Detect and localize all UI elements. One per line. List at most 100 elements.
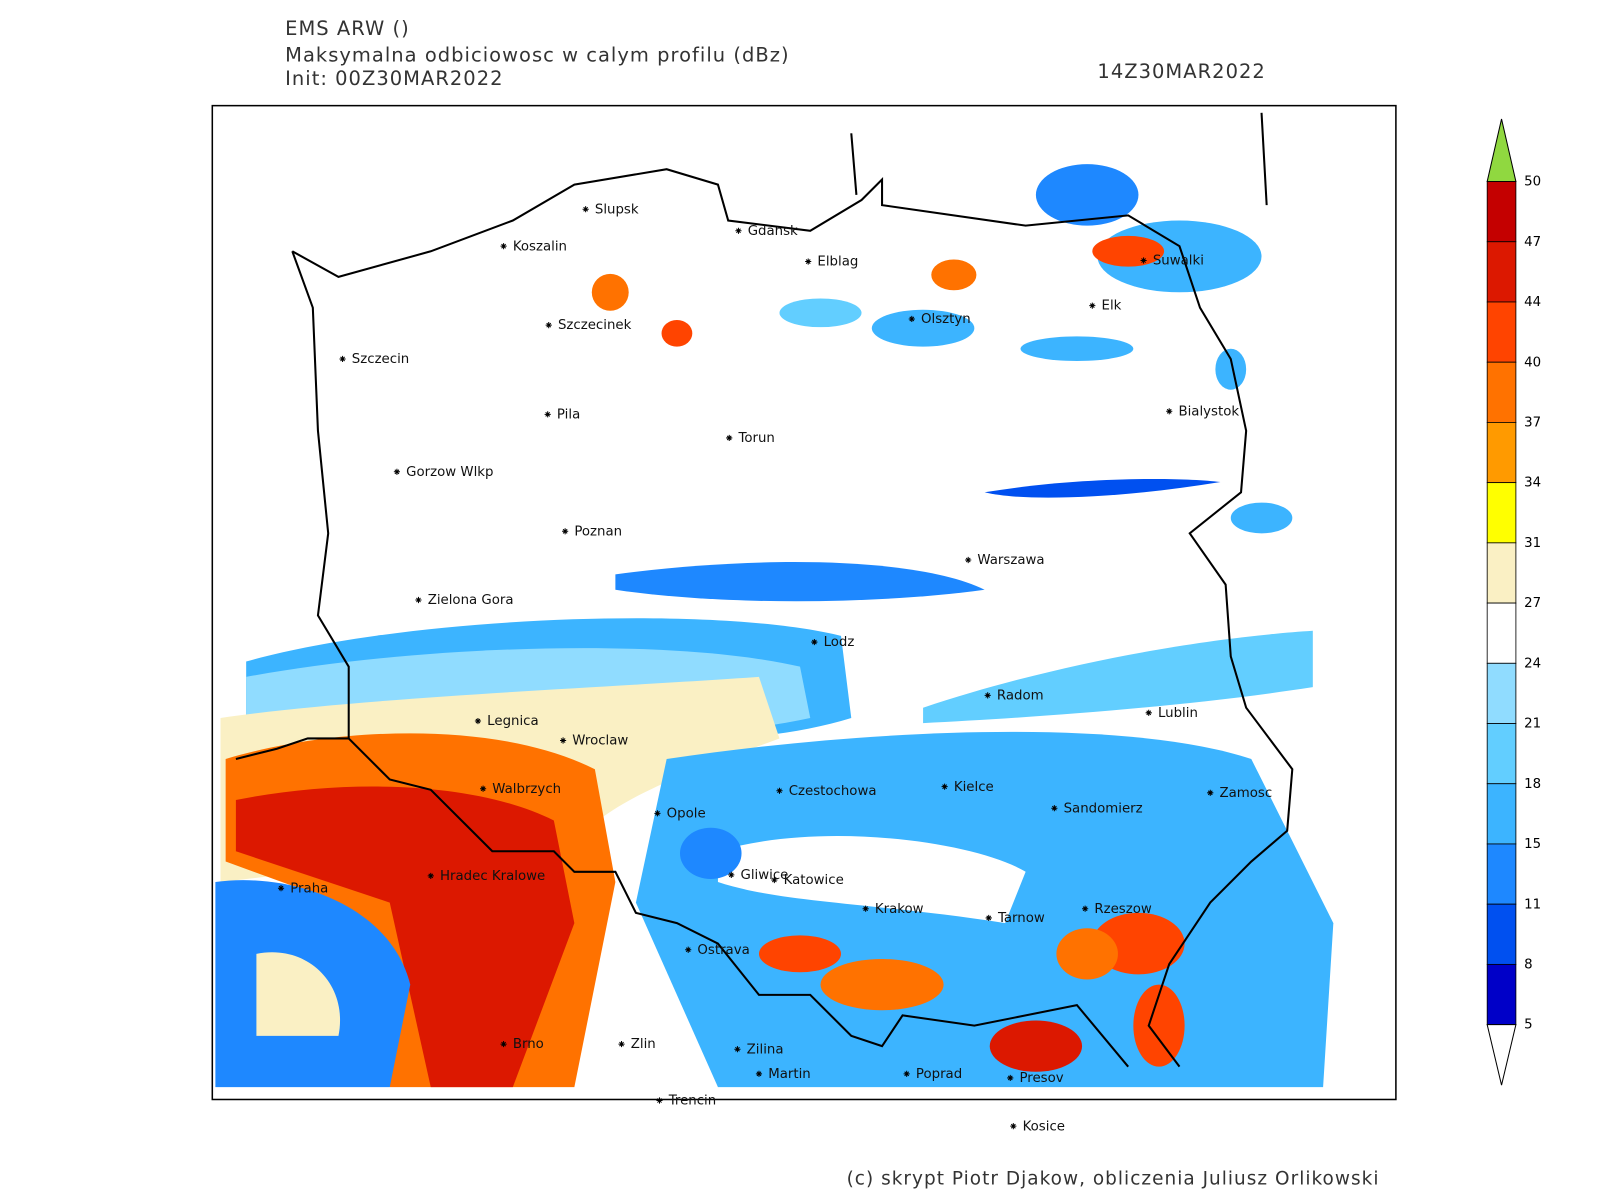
city-marker (735, 227, 742, 234)
echo (1215, 348, 1247, 390)
colorbar-label: 15 (1524, 837, 1541, 852)
model-name: EMS ARW () (285, 17, 410, 40)
colorbar-label: 5 (1524, 1018, 1532, 1033)
city-marker (1051, 805, 1058, 812)
echo-gap (717, 836, 1026, 924)
city-marker (985, 914, 992, 922)
city-marker (582, 206, 589, 213)
colorbar-box (1486, 181, 1517, 243)
city-marker (726, 434, 733, 442)
city-marker (618, 1041, 625, 1048)
echo (779, 298, 862, 328)
echo (984, 478, 1221, 498)
colorbar-box (1486, 963, 1517, 1026)
city-marker (1082, 905, 1089, 912)
city-marker (427, 872, 434, 879)
city-label: Rzeszow (1094, 902, 1152, 917)
city-label: Brno (513, 1037, 544, 1052)
colorbar-over (1486, 118, 1517, 183)
city-marker (771, 876, 778, 884)
city-marker (805, 258, 812, 265)
valid-time: 14Z30MAR2022 (1097, 60, 1265, 83)
colorbar-under (1486, 1024, 1517, 1086)
city-marker (393, 468, 400, 475)
colorbar-label: 34 (1524, 476, 1541, 491)
city-label: Elk (1102, 299, 1122, 314)
colorbar-label: 27 (1524, 596, 1541, 611)
city-label: Bialystok (1178, 404, 1239, 419)
colorbar-label: 37 (1524, 416, 1541, 431)
colorbar-label: 24 (1524, 656, 1541, 671)
city-label: Torun (737, 431, 774, 446)
city-marker (474, 717, 482, 725)
echo (615, 562, 985, 602)
city-marker (862, 905, 869, 912)
colorbar-label: 21 (1524, 717, 1541, 732)
colorbar-label: 50 (1524, 175, 1541, 190)
colorbar-box (1486, 241, 1517, 303)
city-marker (685, 946, 692, 953)
border-line (235, 737, 349, 760)
city-marker (941, 783, 948, 790)
city-label: Szczecin (352, 352, 409, 367)
colorbar-box (1486, 723, 1517, 785)
echo (680, 827, 742, 879)
city-label: Kosice (1023, 1119, 1065, 1134)
border-line (291, 168, 1294, 1068)
colorbar-box (1486, 903, 1517, 965)
city-marker (1140, 257, 1147, 264)
city-marker (1207, 789, 1214, 796)
colorbar-label: 44 (1524, 295, 1541, 310)
echo (1035, 164, 1139, 226)
city-label: Opole (667, 806, 706, 821)
city-marker (656, 1097, 663, 1104)
city-marker (562, 528, 569, 535)
city-label: Suwalki (1153, 254, 1204, 269)
echo (931, 259, 977, 291)
echo (758, 935, 842, 973)
city-marker (1166, 408, 1173, 415)
city-marker (560, 737, 567, 744)
colorbar-label: 31 (1524, 536, 1541, 551)
echo (1230, 502, 1293, 534)
colorbar-label: 11 (1524, 897, 1541, 912)
echo (1092, 235, 1165, 267)
colorbar-box (1486, 361, 1517, 423)
city-label: Lodz (824, 635, 855, 650)
city-label: Czestochowa (789, 784, 877, 799)
echo (923, 630, 1313, 724)
city-label: Katowice (784, 873, 844, 888)
radar-field (215, 164, 1334, 1088)
city-label: Olsztyn (921, 312, 971, 327)
echo (871, 309, 975, 347)
city-label: Warszawa (977, 553, 1044, 568)
colorbar-label: 47 (1524, 235, 1541, 250)
borders (235, 112, 1294, 1068)
city-marker (277, 885, 285, 892)
border-line (291, 250, 1129, 1068)
city-label: Koszalin (513, 239, 567, 254)
city-label: Pila (557, 407, 580, 422)
city-marker (500, 1041, 507, 1048)
city-label: Gdansk (748, 224, 798, 239)
city-label: Slupsk (595, 202, 639, 217)
city-marker (1007, 1074, 1014, 1082)
city-label: Zielona Gora (428, 593, 514, 608)
city-label: Tarnow (997, 911, 1045, 926)
city-label: Zamosc (1219, 786, 1272, 801)
city-label: Trencin (668, 1094, 717, 1109)
city-label: Legnica (487, 714, 539, 729)
city-marker (811, 638, 818, 646)
city-label: Gorzow Wlkp (406, 465, 493, 480)
city-marker (544, 411, 551, 418)
city-marker (1089, 302, 1096, 309)
city-label: Presov (1019, 1071, 1063, 1086)
city-label: Kielce (954, 780, 994, 795)
city-marker (545, 322, 552, 329)
city-marker (1145, 709, 1152, 716)
credits: (c) skrypt Piotr Djakow, obliczenia Juli… (847, 1169, 1380, 1190)
coast-line (850, 112, 1268, 206)
city-label: Praha (290, 881, 328, 896)
city-label: Ostrava (697, 943, 749, 958)
